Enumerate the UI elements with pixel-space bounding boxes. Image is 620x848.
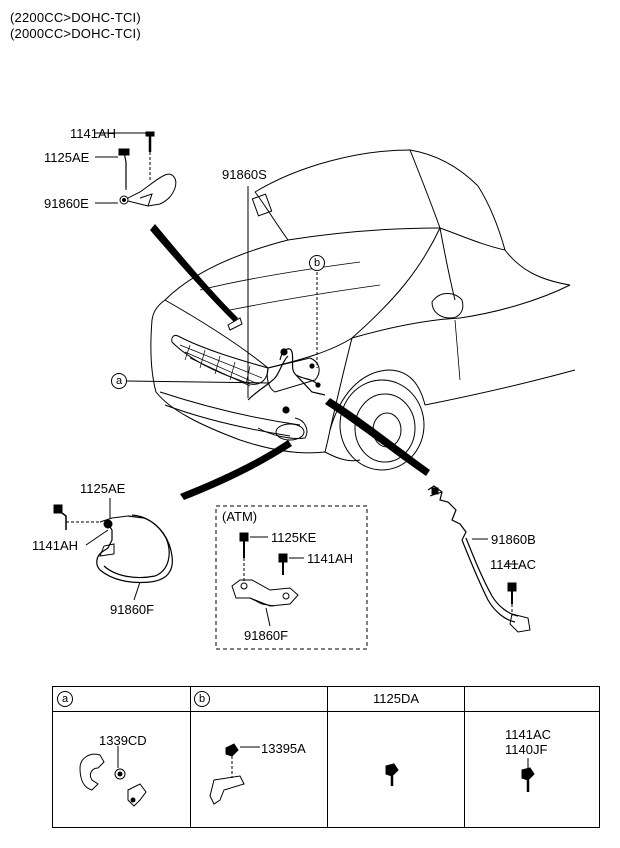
label-left-bolt-1: 1125AE [80, 481, 126, 496]
label-left-bolt-2: 1141AH [32, 538, 79, 553]
label-right-bolt: 1141AC [490, 557, 537, 572]
callout-a: a [111, 373, 127, 389]
table-part-1125da [385, 763, 399, 786]
cable-91860b [427, 485, 531, 633]
table-divider-1 [190, 687, 191, 827]
table-header-row [53, 687, 599, 712]
table-part-13395a [209, 743, 260, 805]
label-hood-harness: 91860S [222, 167, 267, 182]
cable-91860e [118, 131, 177, 207]
label-left-cable: 91860F [110, 602, 155, 617]
parts-table: a b 1125DA 1339CD 13395A 1141AC 1140JF [52, 686, 600, 828]
table-label-1141ac: 1141AC [505, 727, 552, 742]
table-divider-3 [464, 687, 465, 827]
label-atm-title: (ATM) [222, 509, 258, 524]
label-top-cable: 91860E [44, 196, 89, 211]
label-top-bolt-2: 1125AE [44, 150, 90, 165]
leader-callout-a [125, 380, 271, 384]
engine-variant-1: (2200CC>DOHC-TCI) [10, 10, 141, 25]
indicator-arrows [150, 224, 430, 500]
table-label-1140jf: 1140JF [505, 742, 548, 757]
cable-91860f-atm [231, 532, 299, 607]
cable-91860f-left [53, 504, 173, 584]
engine-harness [247, 348, 326, 414]
table-header-1125da: 1125DA [373, 691, 420, 706]
label-atm-bolt-2: 1141AH [307, 551, 354, 566]
label-atm-bolt-1: 1125KE [271, 530, 317, 545]
label-atm-cable: 91860F [244, 628, 289, 643]
label-top-bolt-1: 1141AH [70, 126, 117, 141]
table-divider-2 [327, 687, 328, 827]
table-label-1339cd: 1339CD [99, 733, 147, 748]
table-header-a: a [57, 691, 73, 707]
label-right-cable: 91860B [491, 532, 536, 547]
table-header-b: b [194, 691, 210, 707]
vehicle-outline [150, 149, 576, 471]
callout-b: b [309, 255, 325, 271]
atm-box [215, 505, 368, 650]
table-part-1141ac-1140jf [521, 758, 535, 792]
table-label-13395a: 13395A [261, 741, 306, 756]
table-part-1339cd [79, 746, 147, 807]
engine-variant-2: (2000CC>DOHC-TCI) [10, 26, 141, 41]
